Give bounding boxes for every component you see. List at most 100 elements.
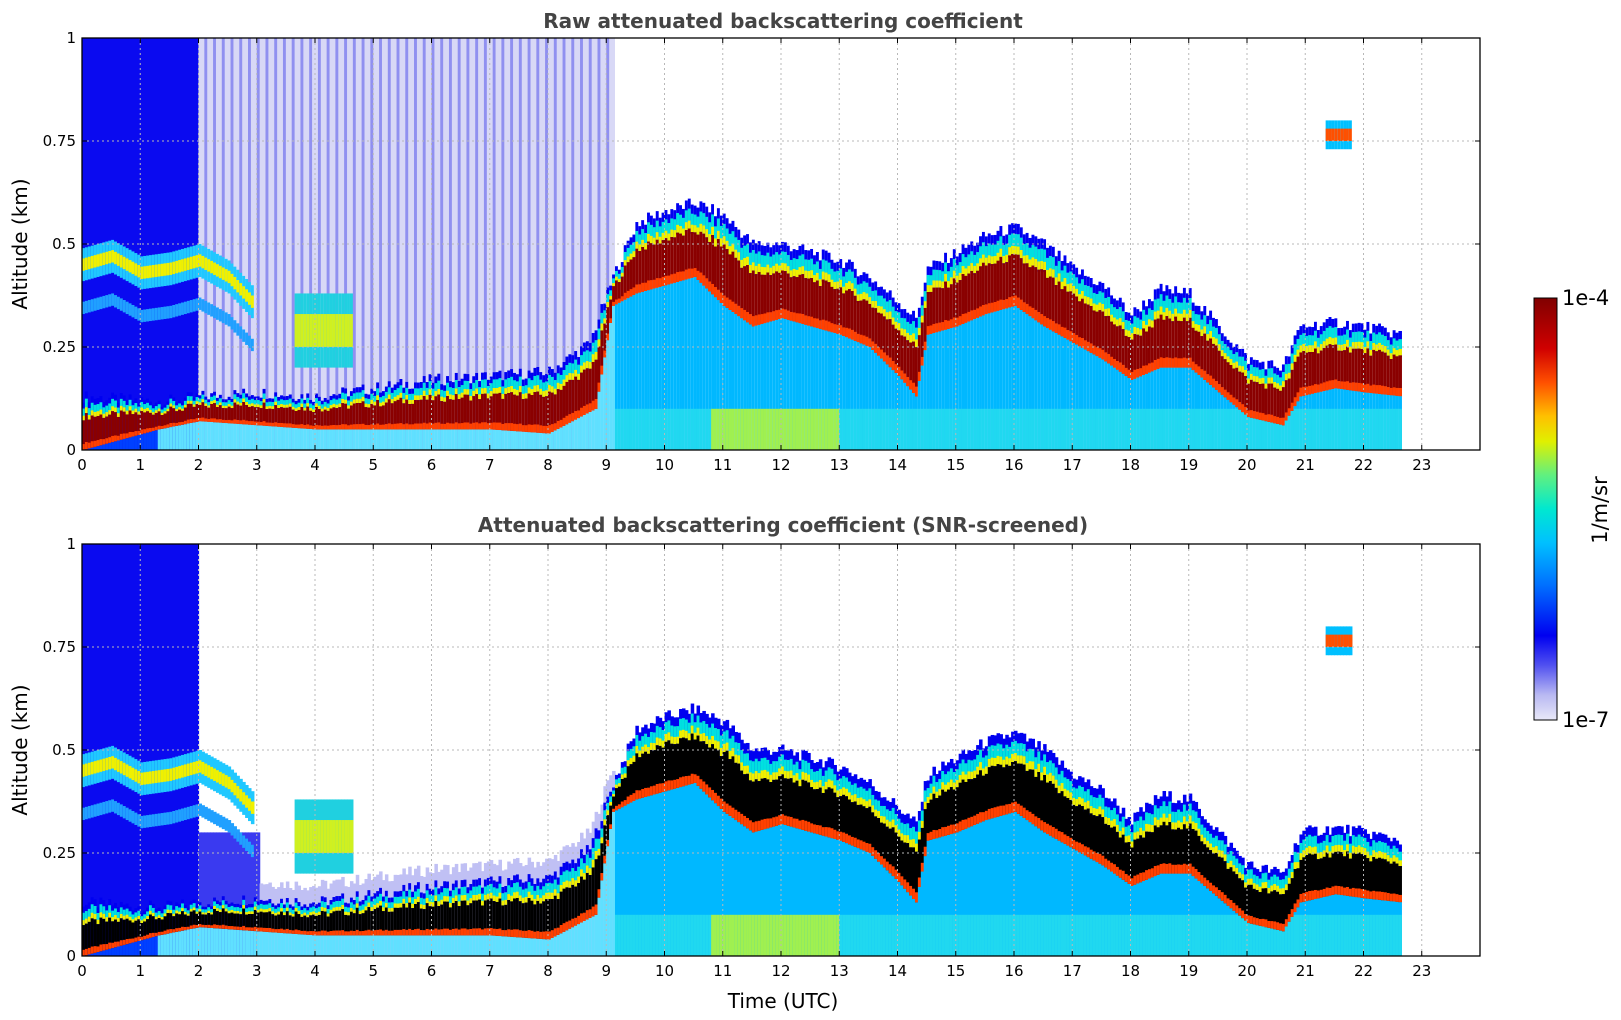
heatmap-cell [236, 420, 240, 424]
heatmap-cell [416, 896, 421, 903]
heatmap-cell [408, 400, 412, 405]
heatmap-cell [437, 935, 441, 956]
heatmap-cell [917, 335, 922, 381]
heatmap-cell [393, 929, 398, 936]
heatmap-cell [233, 782, 237, 796]
heatmap-cell [894, 311, 899, 324]
heatmap-cell [134, 812, 138, 825]
heatmap-cell [367, 425, 371, 430]
heatmap-cell [617, 38, 622, 450]
heatmap-cell [909, 380, 913, 390]
heatmap-cell [795, 322, 800, 450]
heatmap-cell [842, 408, 846, 450]
heatmap-cell [1180, 302, 1184, 316]
heatmap-cell [1159, 306, 1164, 315]
heatmap-cell [119, 945, 124, 956]
heatmap-cell [722, 408, 727, 450]
heatmap-cell [647, 241, 651, 291]
heatmap-cell [1343, 343, 1347, 351]
heatmap-cell [1022, 302, 1027, 312]
heatmap-cell [906, 340, 910, 387]
heatmap-cell [958, 38, 963, 450]
heatmap-cell [248, 798, 252, 811]
heatmap-cell [332, 907, 336, 912]
heatmap-cell [108, 757, 112, 770]
heatmap-cell [440, 38, 444, 450]
heatmap-cell [265, 402, 269, 408]
heatmap-cell [105, 917, 109, 922]
heatmap-cell [352, 935, 357, 956]
heatmap-cell [1223, 359, 1228, 398]
heatmap-cell [434, 935, 438, 956]
heatmap-cell [364, 38, 369, 450]
heatmap-cell [245, 838, 249, 851]
heatmap-cell [798, 313, 802, 324]
heatmap-cell [466, 935, 470, 956]
heatmap-cell [882, 316, 887, 362]
heatmap-cell [163, 544, 168, 956]
x-tick-label: 0 [77, 456, 87, 474]
heatmap-cell [964, 313, 968, 323]
heatmap-cell [224, 402, 229, 407]
heatmap-cell [1180, 321, 1184, 368]
heatmap-cell [87, 442, 92, 449]
heatmap-cell [792, 408, 797, 450]
heatmap-cell [684, 279, 689, 450]
heatmap-cell [335, 930, 339, 936]
heatmap-cell [195, 913, 200, 928]
heatmap-cell [1086, 408, 1091, 450]
heatmap-cell [763, 255, 768, 270]
heatmap-cell [1040, 408, 1044, 450]
heatmap-cell [882, 38, 887, 450]
heatmap-cell [195, 255, 200, 268]
heatmap-cell [96, 297, 101, 310]
heatmap-cell [99, 944, 103, 952]
heatmap-cell [419, 395, 424, 400]
heatmap-cell [332, 911, 336, 936]
heatmap-cell [585, 404, 590, 414]
heatmap-cell [364, 900, 369, 908]
heatmap-cell [116, 435, 121, 441]
heatmap-cell [859, 343, 864, 450]
heatmap-cell [347, 400, 351, 407]
heatmap-cell [740, 408, 744, 450]
heatmap-cell [431, 929, 436, 936]
heatmap-cell [347, 425, 351, 430]
heatmap-cell [303, 934, 307, 956]
heatmap-cell [233, 423, 237, 450]
heatmap-cell [810, 278, 814, 327]
y-tick-label: 0.5 [52, 235, 76, 253]
heatmap-cell [128, 544, 133, 956]
heatmap-cell [236, 913, 240, 930]
heatmap-cell [297, 402, 302, 408]
heatmap-cell [623, 265, 628, 300]
heatmap-cell [204, 399, 208, 405]
heatmap-cell [285, 399, 290, 406]
heatmap-cell [390, 935, 395, 956]
heatmap-cell [440, 396, 444, 402]
heatmap-cell [731, 243, 735, 252]
heatmap-cell [207, 405, 211, 408]
heatmap-cell [122, 909, 127, 917]
heatmap-cell [172, 913, 176, 917]
heatmap-cell [693, 225, 698, 233]
heatmap-cell [1019, 299, 1024, 310]
heatmap-cell [947, 287, 951, 329]
heatmap-cell [207, 765, 211, 778]
heatmap-cell [1110, 314, 1114, 322]
heatmap-cell [1325, 327, 1330, 341]
heatmap-cell [894, 328, 899, 373]
heatmap-cell [189, 38, 194, 450]
heatmap-cell [853, 277, 858, 291]
x-tick-label: 1 [135, 456, 145, 474]
heatmap-cell [175, 405, 179, 410]
heatmap-cell [1331, 327, 1335, 340]
heatmap-cell [1171, 313, 1175, 322]
heatmap-cell [1025, 303, 1030, 315]
heatmap-cell [114, 801, 118, 814]
heatmap-cell [690, 408, 695, 450]
heatmap-cell [111, 398, 115, 408]
heatmap-cell [481, 893, 485, 902]
heatmap-cell [1337, 350, 1341, 389]
heatmap-cell [178, 260, 182, 273]
